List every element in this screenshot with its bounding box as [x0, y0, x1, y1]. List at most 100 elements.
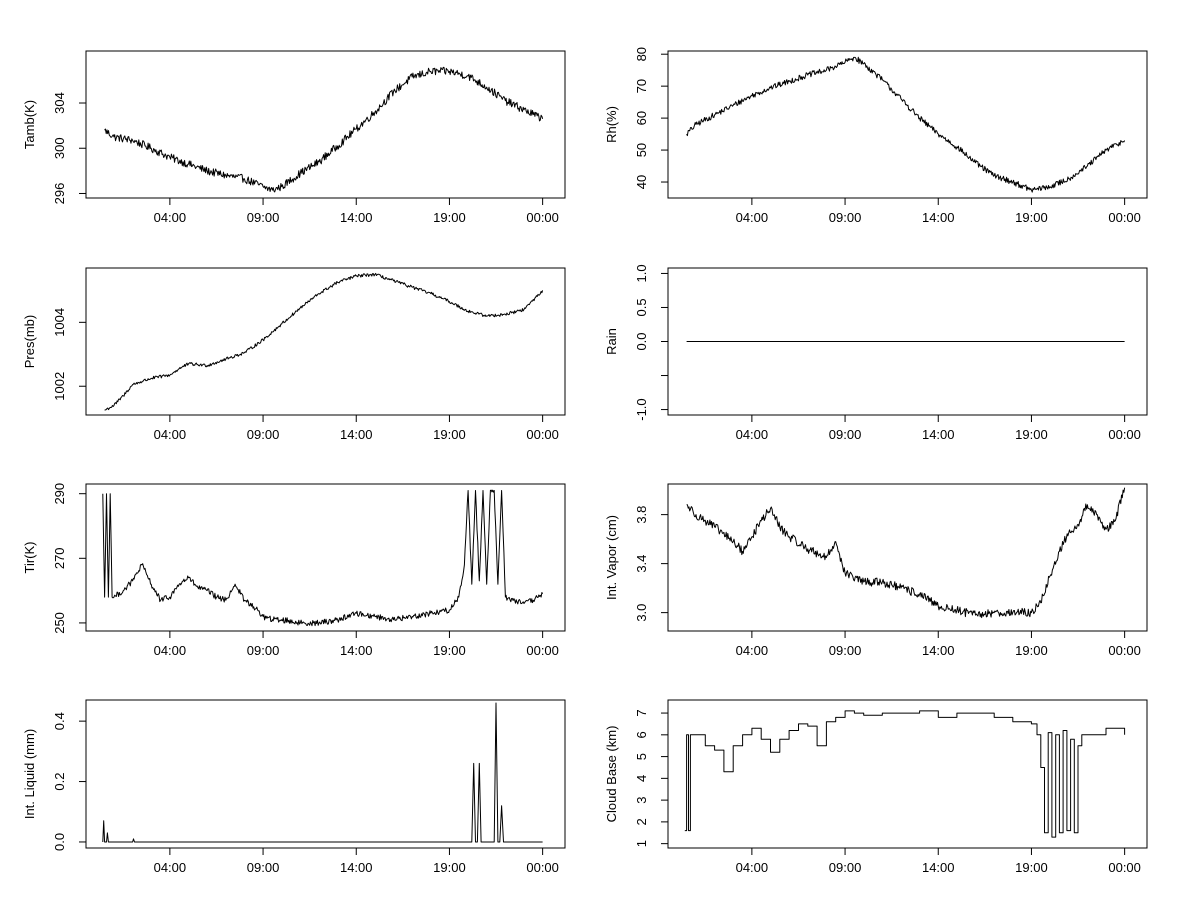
x-tick-label: 14:00	[922, 860, 955, 875]
y-tick-label: 60	[634, 111, 649, 125]
y-axis-title: Rain	[604, 328, 619, 355]
panel-rain: 04:00 09:00 14:00 19:00 00:00 -1.0 0.0 0.5 1.0 Ra…	[604, 264, 1148, 442]
x-tick-label: 04:00	[736, 427, 769, 442]
plot-frame	[85, 50, 566, 199]
plot-frame	[85, 267, 566, 416]
y-axis: 40 50 60 70 80	[634, 47, 668, 189]
y-tick-label: 70	[634, 79, 649, 93]
y-tick-label: 3.8	[634, 506, 649, 524]
panel-rh: 04:00 09:00 14:00 19:00 00:00 40 50 60 70 80 Rh(%)	[604, 47, 1148, 225]
y-axis-title: Tir(K)	[22, 541, 37, 573]
x-tick-label: 09:00	[247, 427, 280, 442]
y-axis-title: Rh(%)	[604, 106, 619, 143]
panel-tamb: 04:00 09:00 14:00 19:00 00:00 296 300 304 Tamb(K…	[22, 50, 566, 225]
x-tick-label: 04:00	[736, 210, 769, 225]
y-tick-label: 0.0	[52, 833, 67, 851]
x-tick-label: 19:00	[1015, 427, 1048, 442]
x-tick-label: 04:00	[154, 427, 187, 442]
x-axis: 04:00 09:00 14:00 19:00 00:00	[154, 198, 559, 225]
x-tick-label: 19:00	[433, 427, 466, 442]
y-tick-label: 2	[634, 818, 649, 825]
y-axis-title: Cloud Base (km)	[604, 726, 619, 823]
x-tick-label: 00:00	[526, 860, 559, 875]
x-tick-label: 14:00	[922, 643, 955, 658]
x-tick-label: 00:00	[1108, 860, 1141, 875]
panel-liquid: 04:00 09:00 14:00 19:00 00:00 0.0 0.2 0.4 Int. L…	[22, 699, 566, 875]
panel-tir: 04:00 09:00 14:00 19:00 00:00 250 270 290 Tir(K)	[22, 483, 566, 658]
x-tick-label: 19:00	[1015, 643, 1048, 658]
series-line-cloudbase	[684, 710, 1126, 838]
panel-vapor: 04:00 09:00 14:00 19:00 00:00 3.0 3.4 3.8 Int. V…	[604, 483, 1148, 658]
series-line-rh	[686, 56, 1126, 193]
x-axis: 04:00 09:00 14:00 19:00 00:00	[736, 848, 1141, 875]
y-tick-label: 40	[634, 175, 649, 189]
y-axis: 3.0 3.4 3.8	[634, 506, 668, 622]
x-tick-label: 00:00	[1108, 643, 1141, 658]
plot-frame	[667, 483, 1148, 632]
y-tick-label: 0.0	[634, 332, 649, 350]
x-tick-label: 09:00	[829, 643, 862, 658]
y-tick-label: -1.0	[634, 398, 649, 420]
x-tick-label: 04:00	[736, 860, 769, 875]
y-axis: 0.0 0.2 0.4	[52, 712, 86, 851]
x-axis: 04:00 09:00 14:00 19:00 00:00	[736, 415, 1141, 442]
y-tick-label: 80	[634, 47, 649, 61]
x-tick-label: 14:00	[340, 210, 373, 225]
x-tick-label: 00:00	[526, 427, 559, 442]
x-tick-label: 09:00	[829, 427, 862, 442]
y-tick-label: 0.4	[52, 712, 67, 730]
y-tick-label: 290	[52, 483, 67, 505]
y-tick-label: 1002	[52, 372, 67, 401]
x-tick-label: 19:00	[433, 860, 466, 875]
y-tick-label: 0.5	[634, 298, 649, 316]
y-tick-label: 3.0	[634, 604, 649, 622]
series-line-pres	[104, 272, 544, 411]
y-axis-title: Int. Vapor (cm)	[604, 515, 619, 600]
y-tick-label: 1.0	[634, 264, 649, 282]
x-axis: 04:00 09:00 14:00 19:00 00:00	[154, 848, 559, 875]
x-tick-label: 00:00	[1108, 210, 1141, 225]
x-tick-label: 19:00	[1015, 860, 1048, 875]
x-tick-label: 09:00	[829, 210, 862, 225]
x-tick-label: 04:00	[154, 643, 187, 658]
y-tick-label: 300	[52, 137, 67, 159]
plot-frame	[85, 483, 566, 632]
x-tick-label: 09:00	[247, 643, 280, 658]
y-axis: -1.0 0.0 0.5 1.0	[634, 264, 668, 421]
x-tick-label: 14:00	[922, 210, 955, 225]
y-axis: 250 270 290	[52, 483, 86, 634]
y-tick-label: 3.4	[634, 555, 649, 573]
x-tick-label: 04:00	[736, 643, 769, 658]
x-tick-label: 14:00	[340, 427, 373, 442]
y-tick-label: 4	[634, 775, 649, 782]
y-tick-label: 1	[634, 840, 649, 847]
y-axis-title: Int. Liquid (mm)	[22, 729, 37, 819]
x-tick-label: 09:00	[247, 210, 280, 225]
x-axis: 04:00 09:00 14:00 19:00 00:00	[154, 631, 559, 658]
y-axis-title: Pres(mb)	[22, 315, 37, 368]
plot-frame	[667, 699, 1148, 849]
panel-pres: 04:00 09:00 14:00 19:00 00:00 1002 1004 Pres(mb…	[22, 267, 566, 442]
y-axis-title: Tamb(K)	[22, 100, 37, 149]
series-line-tamb	[104, 66, 544, 193]
x-tick-label: 09:00	[247, 860, 280, 875]
y-tick-label: 6	[634, 731, 649, 738]
y-tick-label: 304	[52, 92, 67, 114]
series-line-vapor	[686, 487, 1126, 619]
y-tick-label: 5	[634, 753, 649, 760]
x-tick-label: 00:00	[1108, 427, 1141, 442]
series-line-liquid	[102, 702, 543, 843]
y-tick-label: 3	[634, 797, 649, 804]
y-tick-label: 50	[634, 143, 649, 157]
x-tick-label: 00:00	[526, 643, 559, 658]
x-tick-label: 14:00	[340, 860, 373, 875]
plot-frame	[667, 50, 1148, 199]
x-axis: 04:00 09:00 14:00 19:00 00:00	[154, 415, 559, 442]
x-tick-label: 00:00	[526, 210, 559, 225]
y-tick-label: 7	[634, 709, 649, 716]
x-tick-label: 19:00	[1015, 210, 1048, 225]
x-tick-label: 09:00	[829, 860, 862, 875]
y-tick-label: 1004	[52, 308, 67, 337]
y-axis: 1 2 3 4 5 6 7	[634, 709, 668, 847]
